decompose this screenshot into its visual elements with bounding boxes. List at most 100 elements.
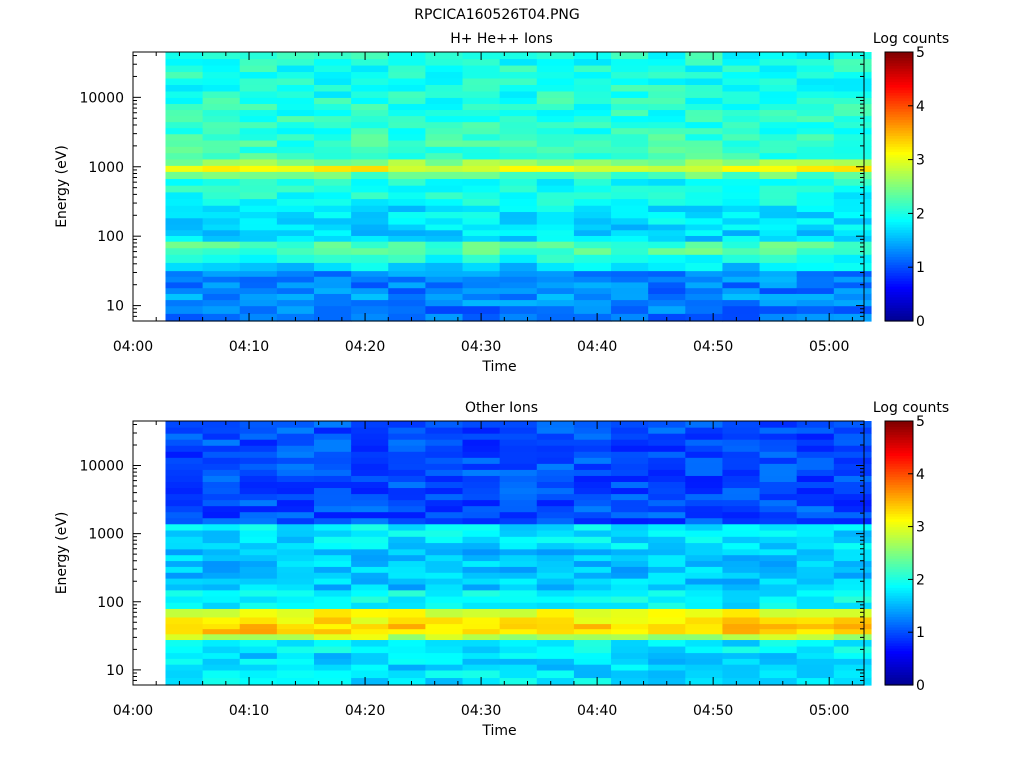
heatmap-cell	[462, 205, 501, 213]
heatmap-cell	[202, 198, 241, 206]
heatmap-cell	[796, 481, 835, 489]
heatmap-cell	[314, 511, 352, 519]
plot-frame	[132, 51, 865, 322]
heatmap-cell	[611, 139, 649, 147]
colorbar-swatch	[885, 170, 913, 174]
heatmap-cell	[425, 223, 464, 231]
heatmap-cell	[796, 270, 835, 277]
colorbar-swatch	[885, 189, 913, 193]
heatmap-cell	[462, 185, 501, 193]
heatmap-cell	[833, 602, 872, 609]
colorbar-swatch	[885, 121, 913, 126]
heatmap-cell	[685, 487, 724, 495]
heatmap-cell	[276, 616, 315, 625]
heatmap-cell	[833, 139, 872, 147]
heatmap-cell	[462, 152, 501, 160]
heatmap-cell	[796, 281, 835, 289]
heatmap-cell	[276, 645, 315, 654]
heatmap-cell	[314, 433, 352, 440]
heatmap-cell	[611, 595, 649, 603]
heatmap-cell	[536, 287, 575, 294]
heatmap-cell	[165, 578, 204, 585]
heatmap-cell	[239, 421, 278, 428]
heatmap-cell	[573, 270, 612, 277]
heatmap-cell	[165, 109, 204, 117]
heatmap-cell	[239, 146, 278, 154]
heatmap-cell	[276, 427, 315, 434]
heatmap-cell	[648, 77, 686, 85]
heatmap-cell	[833, 191, 872, 200]
heatmap-cell	[796, 97, 835, 104]
heatmap-cell	[722, 658, 761, 665]
heatmap-cell	[648, 463, 686, 470]
colorbar-swatch	[885, 597, 913, 602]
heatmap-cell	[499, 165, 538, 172]
heatmap-cell	[833, 669, 872, 679]
heatmap-cell	[611, 463, 649, 470]
heatmap-cell	[759, 276, 798, 283]
heatmap-cell	[573, 445, 612, 452]
colorbar-swatch	[885, 294, 913, 298]
heatmap-cell	[759, 457, 798, 464]
heatmap-cell	[165, 178, 204, 186]
heatmap-cell	[351, 628, 389, 635]
heatmap-cell	[648, 229, 686, 236]
heatmap-cell	[276, 223, 315, 231]
heatmap-cell	[833, 481, 872, 489]
heatmap-cell	[759, 595, 798, 603]
colorbar-swatch	[885, 442, 913, 446]
heatmap-cell	[722, 595, 761, 603]
heatmap-cell	[722, 463, 761, 470]
heatmap-cell	[462, 633, 501, 641]
heatmap-cell	[276, 566, 315, 573]
heatmap-cell	[202, 445, 241, 452]
heatmap-cell	[239, 677, 278, 686]
heatmap-cell	[425, 493, 464, 501]
heatmap-cell	[165, 595, 204, 603]
heatmap-cell	[425, 645, 464, 654]
heatmap-cell	[722, 158, 761, 166]
colorbar-swatch	[885, 62, 913, 67]
heatmap-cell	[536, 77, 575, 85]
colorbar-swatch	[885, 494, 913, 499]
heatmap-cell	[685, 511, 724, 519]
heatmap-cell	[722, 109, 761, 117]
heatmap-cell	[499, 247, 538, 255]
colorbar-tick-label: 3	[916, 153, 925, 169]
heatmap-cell	[314, 451, 352, 458]
heatmap-cell	[165, 115, 204, 123]
heatmap-cell	[722, 645, 761, 654]
heatmap-cell	[239, 664, 278, 671]
heatmap-cell	[685, 191, 724, 200]
colorbar-swatch	[885, 648, 913, 652]
heatmap-cell	[796, 158, 835, 166]
heatmap-cell	[796, 178, 835, 186]
heatmap-cell	[573, 276, 612, 283]
heatmap-cell	[685, 52, 724, 60]
heatmap-cell	[202, 241, 241, 249]
heatmap-cell	[685, 645, 724, 654]
heatmap-cell	[796, 669, 835, 679]
heatmap-cell	[239, 254, 278, 263]
colorbar-swatch	[885, 130, 913, 134]
heatmap-cell	[165, 548, 204, 556]
heatmap-cell	[314, 229, 352, 236]
heatmap-cell	[722, 211, 761, 219]
heatmap-cell	[796, 241, 835, 249]
heatmap-cell	[239, 523, 278, 531]
heatmap-cell	[648, 427, 686, 434]
heatmap-cell	[239, 469, 278, 476]
heatmap-cell	[351, 205, 389, 213]
heatmap-cells	[165, 421, 872, 686]
heatmap-cell	[759, 602, 798, 609]
colorbar-swatch	[885, 516, 913, 520]
heatmap-cell	[276, 433, 315, 440]
heatmap-cell	[276, 529, 315, 537]
heatmap-cell	[388, 281, 426, 289]
heatmap-cell	[276, 247, 315, 255]
heatmap-cell	[536, 457, 575, 464]
heatmap-cell	[202, 451, 241, 458]
heatmap-cell	[796, 205, 835, 213]
heatmap-cell	[388, 623, 426, 630]
heatmap-cell	[759, 217, 798, 225]
